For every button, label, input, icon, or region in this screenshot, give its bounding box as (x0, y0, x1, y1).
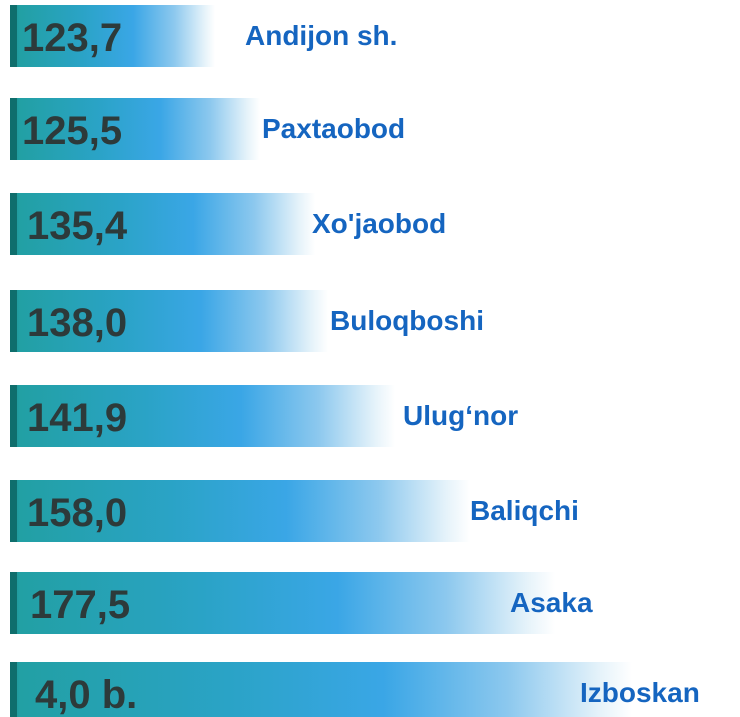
bar (10, 98, 260, 160)
bar (10, 385, 395, 447)
bar (10, 572, 555, 634)
value-label: 4,0 b. (35, 673, 138, 717)
bar (10, 290, 328, 352)
value-label: 141,9 (27, 396, 128, 440)
district-name: Baliqchi (470, 495, 579, 526)
district-name: Buloqboshi (330, 305, 484, 336)
value-label: 177,5 (30, 583, 131, 627)
value-label: 125,5 (22, 109, 123, 153)
value-label: 138,0 (27, 301, 128, 345)
district-name: Andijon sh. (245, 20, 398, 51)
value-label: 123,7 (22, 16, 123, 60)
district-name: Izboskan (580, 677, 700, 708)
value-label: 135,4 (27, 204, 128, 248)
district-name: Asaka (510, 587, 593, 618)
bar (10, 5, 215, 67)
bar (10, 662, 632, 717)
district-name: Xo'jaobod (312, 208, 447, 239)
district-name: Ulug‘nor (403, 400, 519, 431)
district-name: Paxtaobod (262, 113, 406, 144)
bar (10, 193, 315, 255)
value-label: 158,0 (27, 491, 128, 535)
bar (10, 480, 470, 542)
